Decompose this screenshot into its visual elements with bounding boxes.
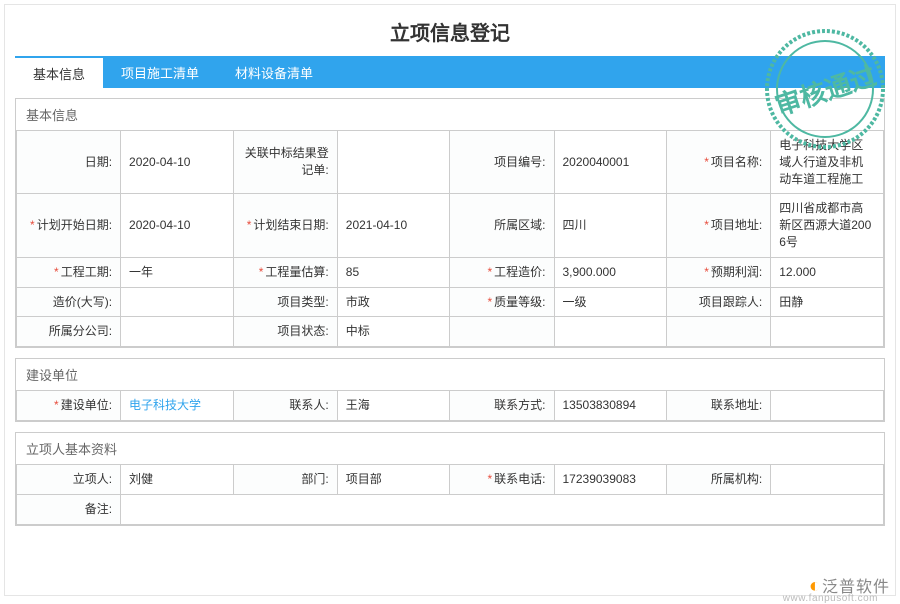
value-cost: 3,900.000 — [554, 257, 667, 287]
initiator-table: 立项人: 刘健 部门: 项目部 *联系电话: 17239039083 所属机构:… — [16, 464, 884, 525]
label-projno: 项目编号: — [450, 131, 554, 194]
value-contactway: 13503830894 — [554, 391, 667, 421]
label-projtype: 项目类型: — [233, 287, 337, 317]
section-initiator: 立项人基本资料 立项人: 刘健 部门: 项目部 *联系电话: 172390390… — [15, 432, 885, 526]
basic-info-table: 日期: 2020-04-10 关联中标结果登记单: 项目编号: 20200400… — [16, 130, 884, 347]
value-planend: 2021-04-10 — [337, 194, 450, 257]
value-org — [771, 464, 884, 494]
label-contact: 联系人: — [233, 391, 337, 421]
tab-basic-info[interactable]: 基本信息 — [15, 56, 103, 88]
label-contactaddr: 联系地址: — [667, 391, 771, 421]
section-basic-info: 基本信息 日期: 2020-04-10 关联中标结果登记单: 项目编号: 202… — [15, 98, 885, 348]
label-empty1 — [450, 317, 554, 347]
value-status: 中标 — [337, 317, 450, 347]
value-duration: 一年 — [121, 257, 234, 287]
value-projno: 2020040001 — [554, 131, 667, 194]
value-remark — [121, 494, 884, 524]
tab-construction-list[interactable]: 项目施工清单 — [103, 56, 217, 88]
value-initiator: 刘健 — [121, 464, 234, 494]
label-empty2 — [667, 317, 771, 347]
value-tracker: 田静 — [771, 287, 884, 317]
value-branch — [121, 317, 234, 347]
value-profit: 12.000 — [771, 257, 884, 287]
label-duration: *工程工期: — [17, 257, 121, 287]
value-empty2 — [771, 317, 884, 347]
brand-watermark: ◐泛普软件 www.fanpusoft.com — [809, 573, 890, 598]
label-phone: *联系电话: — [450, 464, 554, 494]
label-contactway: 联系方式: — [450, 391, 554, 421]
label-date: 日期: — [17, 131, 121, 194]
value-costcn — [121, 287, 234, 317]
label-costcn: 造价(大写): — [17, 287, 121, 317]
label-dept: 部门: — [233, 464, 337, 494]
label-relbid: 关联中标结果登记单: — [233, 131, 337, 194]
section-build-unit: 建设单位 *建设单位: 电子科技大学 联系人: 王海 联系方式: 1350383… — [15, 358, 885, 422]
value-date: 2020-04-10 — [121, 131, 234, 194]
page-title: 立项信息登记 — [5, 5, 895, 56]
value-region: 四川 — [554, 194, 667, 257]
label-remark: 备注: — [17, 494, 121, 524]
value-planstart: 2020-04-10 — [121, 194, 234, 257]
label-cost: *工程造价: — [450, 257, 554, 287]
brand-url: www.fanpusoft.com — [783, 593, 878, 604]
label-tracker: 项目跟踪人: — [667, 287, 771, 317]
label-projaddr: *项目地址: — [667, 194, 771, 257]
section-title-unit: 建设单位 — [16, 359, 884, 390]
value-projtype: 市政 — [337, 287, 450, 317]
value-quality: 一级 — [554, 287, 667, 317]
value-buildunit[interactable]: 电子科技大学 — [121, 391, 234, 421]
label-region: 所属区域: — [450, 194, 554, 257]
label-status: 项目状态: — [233, 317, 337, 347]
tab-material-list[interactable]: 材料设备清单 — [217, 56, 331, 88]
value-contactaddr — [771, 391, 884, 421]
value-phone: 17239039083 — [554, 464, 667, 494]
label-qtyest: *工程量估算: — [233, 257, 337, 287]
section-title-person: 立项人基本资料 — [16, 433, 884, 464]
label-org: 所属机构: — [667, 464, 771, 494]
value-empty1 — [554, 317, 667, 347]
label-projname: *项目名称: — [667, 131, 771, 194]
label-planend: *计划结束日期: — [233, 194, 337, 257]
value-contact: 王海 — [337, 391, 450, 421]
tab-bar: 基本信息 项目施工清单 材料设备清单 — [15, 56, 885, 88]
unit-table: *建设单位: 电子科技大学 联系人: 王海 联系方式: 13503830894 … — [16, 390, 884, 421]
label-quality: *质量等级: — [450, 287, 554, 317]
label-planstart: *计划开始日期: — [17, 194, 121, 257]
label-profit: *预期利润: — [667, 257, 771, 287]
value-projaddr: 四川省成都市高新区西源大道2006号 — [771, 194, 884, 257]
label-buildunit: *建设单位: — [17, 391, 121, 421]
value-relbid — [337, 131, 450, 194]
value-qtyest: 85 — [337, 257, 450, 287]
value-projname: 电子科技大学区域人行道及非机动车道工程施工 — [771, 131, 884, 194]
section-title-basic: 基本信息 — [16, 99, 884, 130]
value-dept: 项目部 — [337, 464, 450, 494]
label-initiator: 立项人: — [17, 464, 121, 494]
label-branch: 所属分公司: — [17, 317, 121, 347]
